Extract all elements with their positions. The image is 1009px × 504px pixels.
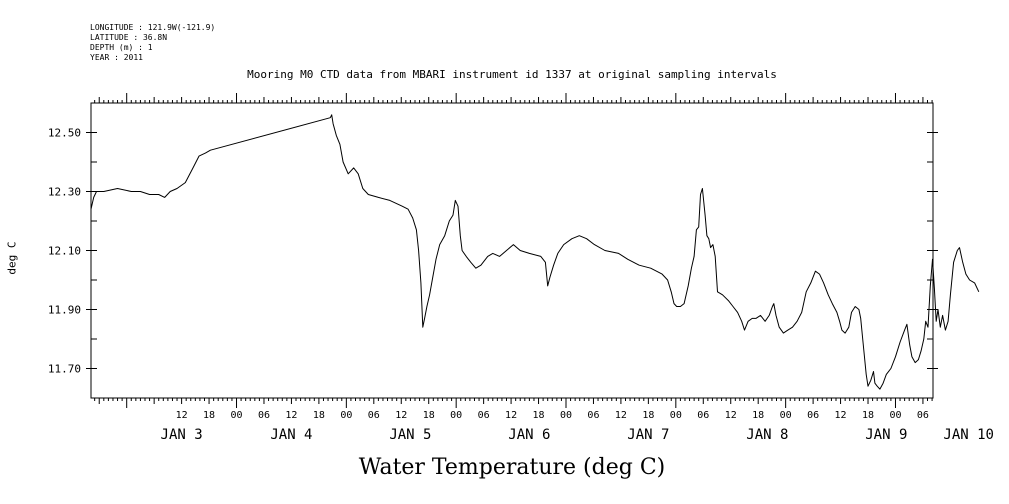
x-day-label: JAN 6 [508,427,550,443]
x-hour-label: 06 [807,410,819,421]
x-day-label: JAN 5 [389,427,431,443]
x-hour-label: 00 [340,410,352,421]
x-hour-label: 06 [917,410,929,421]
x-day-label: JAN 8 [746,427,788,443]
latitude-label: LATITUDE : 36.8N [90,33,168,42]
y-tick-label: 12.10 [48,245,81,258]
x-hour-label: 06 [258,410,270,421]
x-hour-label: 00 [560,410,572,421]
x-hour-label: 00 [889,410,901,421]
x-hour-label: 00 [780,410,792,421]
x-hour-label: 12 [176,410,188,421]
x-hour-label: 00 [670,410,682,421]
x-day-label: JAN 9 [865,427,907,443]
y-tick-label: 11.70 [48,363,81,376]
y-tick-label: 11.90 [48,304,81,317]
x-hour-label: 06 [587,410,599,421]
x-hour-label: 12 [505,410,517,421]
y-tick-label: 12.30 [48,186,81,199]
temperature-series-line [90,114,980,390]
x-hour-label: 12 [615,410,627,421]
x-hour-label: 18 [203,410,215,421]
x-hour-label: 06 [368,410,380,421]
chart-title: Mooring M0 CTD data from MBARI instrumen… [247,68,777,81]
x-hour-label: 00 [230,410,242,421]
longitude-label: LONGITUDE : 121.9W(-121.9) [90,23,216,32]
x-hour-label: 18 [862,410,874,421]
x-hour-label: 18 [642,410,654,421]
x-axis-title: Water Temperature (deg C) [358,455,666,480]
x-hour-label: 18 [313,410,325,421]
x-hour-label: 18 [533,410,545,421]
x-hour-label: 00 [450,410,462,421]
x-day-label: JAN 10 [943,427,994,443]
x-hour-label: 12 [285,410,297,421]
depth-label: DEPTH (m) : 1 [90,43,153,52]
x-hour-label: 06 [478,410,490,421]
x-hour-label: 18 [423,410,435,421]
plot-frame [90,102,934,399]
x-hour-label: 18 [752,410,764,421]
x-day-label: JAN 3 [161,427,203,443]
x-day-label: JAN 7 [627,427,669,443]
x-hour-label: 12 [725,410,737,421]
x-day-label: JAN 4 [270,427,312,443]
x-hour-label: 06 [697,410,709,421]
x-hour-label: 12 [835,410,847,421]
year-label: YEAR : 2011 [90,53,143,62]
x-hour-label: 12 [395,410,407,421]
y-tick-label: 12.50 [48,127,81,140]
